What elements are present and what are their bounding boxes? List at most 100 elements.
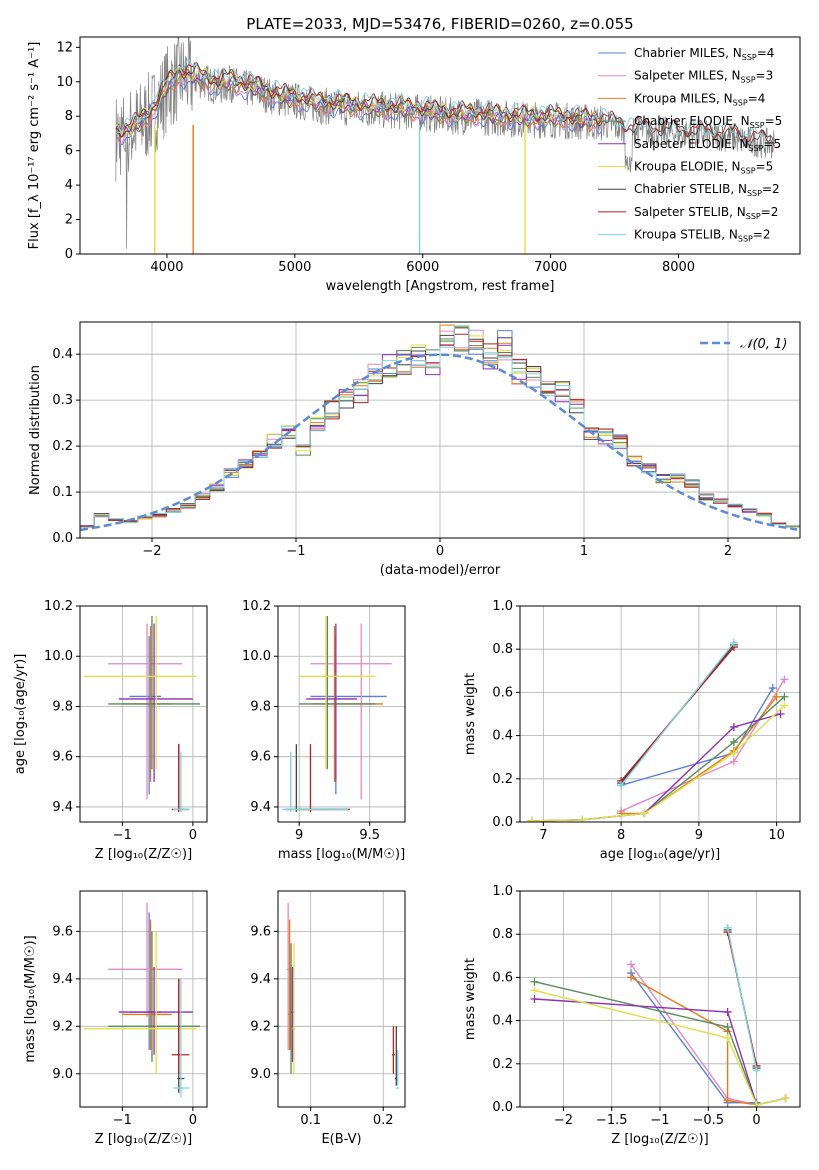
mass-age-frame	[277, 605, 406, 823]
z-mass-xlabel: Z [log₁₀(Z/Z☉)]	[95, 1132, 192, 1147]
spectrum-model-line	[115, 62, 775, 147]
normal-curve	[80, 353, 798, 532]
mass-age-ytick-label: 9.6	[250, 750, 271, 765]
z-weight-marker	[723, 1023, 732, 1032]
histogram-xtick-label: 2	[724, 544, 732, 559]
z-age-ytick-label: 9.6	[52, 750, 73, 765]
spectrum-ytick-label: 12	[56, 40, 73, 55]
z-weight-marker	[723, 923, 732, 932]
z-weight-marker	[752, 1066, 761, 1075]
ebv-mass-ytick-label: 9.6	[250, 924, 271, 939]
z-weight-ytick-label: 0.0	[492, 1100, 513, 1115]
age-weight-xlabel: age [log₁₀(age/yr)]	[600, 847, 721, 862]
histogram-ytick-label: 0.3	[52, 393, 73, 408]
z-weight-xtick-label: 0	[752, 1113, 760, 1128]
age-weight-marker	[617, 781, 626, 790]
age-weight-marker	[578, 815, 587, 822]
z-weight-marker	[723, 1033, 732, 1042]
age-weight-ytick-label: 0.6	[492, 685, 513, 700]
histogram-ylabel: Normed distribution	[28, 365, 43, 495]
spectrum-ylabel: Flux [f_λ 10⁻¹⁷ erg cm⁻² s⁻¹ A⁻¹]	[27, 42, 42, 250]
mass-age-axes: 9 9.5 9.4 9.6 9.8 10.0 10.2 mass [log₁₀(M/M☉)]	[242, 599, 405, 862]
age-weight-marker	[768, 684, 777, 693]
z-weight-line	[534, 989, 786, 1106]
z-weight-xtick-label: −1	[650, 1113, 669, 1128]
z-weight-ytick-label: 0.4	[492, 1014, 513, 1029]
z-weight-line	[630, 963, 757, 1106]
z-weight-ytick-label: 0.6	[492, 970, 513, 985]
mass-age-xtick-label: 9.5	[359, 828, 380, 843]
age-weight-marker	[729, 722, 738, 731]
z-weight-plot-area	[530, 923, 790, 1107]
z-weight-ytick-label: 1.0	[492, 884, 513, 899]
ebv-mass-ytick-label: 9.4	[250, 972, 271, 987]
spectrum-ytick-label: 10	[56, 75, 73, 90]
histogram-step-line	[80, 325, 800, 528]
age-weight-marker	[772, 692, 781, 701]
z-mass-ytick-label: 9.0	[52, 1067, 73, 1082]
histogram-xlabel: (data-model)/error	[380, 563, 501, 578]
legend-entry: Kroupa MILES, NSSP=4	[634, 91, 765, 107]
spectrum-title: PLATE=2033, MJD=53476, FIBERID=0260, z=0…	[246, 15, 633, 33]
z-weight-marker	[627, 973, 636, 982]
histogram-frame	[79, 321, 801, 539]
z-weight-marker	[752, 1100, 761, 1107]
age-weight-marker	[640, 809, 649, 818]
age-weight-marker	[780, 675, 789, 684]
ebv-mass-ytick-label: 9.2	[250, 1019, 271, 1034]
age-weight-ylabel: mass weight	[463, 673, 478, 755]
z-age-plot-area	[83, 616, 200, 812]
z-weight-ytick-label: 0.2	[492, 1057, 513, 1072]
z-age-ytick-label: 9.8	[52, 699, 73, 714]
z-age-ytick-label: 9.4	[52, 800, 73, 815]
z-mass-xtick-label: 0	[189, 1113, 197, 1128]
mass-age-plot-area	[282, 616, 392, 812]
mass-age-xtick-label: 9	[295, 828, 303, 843]
age-weight-line	[531, 704, 785, 822]
histogram-plot-area	[80, 324, 800, 532]
mass-age-ytick-label: 10.2	[242, 599, 271, 614]
spectrum-model-line	[115, 64, 603, 135]
age-weight-ytick-label: 0.4	[492, 729, 513, 744]
spectrum-axes: 4000 5000 6000 7000 8000 0 2 4 6 8 10 12 wavelength …	[27, 40, 695, 294]
age-weight-ytick-label: 0.2	[492, 772, 513, 787]
z-mass-ylabel: mass [log₁₀(M/M☉)]	[23, 935, 38, 1062]
age-weight-xtick-label: 8	[617, 828, 625, 843]
z-age-xlabel: Z [log₁₀(Z/Z☉)]	[95, 847, 192, 862]
spectrum-model-line	[115, 73, 603, 145]
z-age-ytick-label: 10.2	[44, 599, 73, 614]
age-weight-marker	[527, 816, 536, 822]
spectrum-ytick-label: 8	[65, 109, 73, 124]
mass-age-ytick-label: 9.4	[250, 800, 271, 815]
legend-entry: Chabrier STELIB, NSSP=2	[634, 182, 780, 198]
age-weight-line	[620, 679, 785, 812]
z-mass-plot-area	[83, 902, 200, 1098]
histogram-xtick-label: 1	[580, 544, 588, 559]
age-weight-xtick-label: 9	[695, 828, 703, 843]
z-weight-line	[726, 927, 758, 1071]
z-weight-marker	[530, 977, 539, 986]
legend-entry: Chabrier MILES, NSSP=4	[634, 46, 774, 62]
legend-entry: Salpeter ELODIE, NSSP=5	[634, 137, 781, 153]
spectrum-ytick-label: 0	[65, 247, 73, 262]
z-weight-xtick-label: −2	[554, 1113, 573, 1128]
z-age-ylabel: age [log₁₀(age/yr)]	[13, 654, 28, 775]
z-weight-line	[630, 976, 757, 1106]
age-weight-frame	[519, 605, 801, 823]
age-weight-marker	[776, 710, 785, 718]
spectrum-ytick-label: 2	[65, 213, 73, 228]
z-age-ytick-label: 10.0	[44, 649, 73, 664]
age-weight-marker	[729, 757, 738, 766]
z-weight-ytick-label: 0.8	[492, 927, 513, 942]
z-weight-marker	[723, 1007, 732, 1016]
age-weight-ytick-label: 0.8	[492, 642, 513, 657]
z-weight-marker	[781, 1094, 790, 1103]
z-weight-ylabel: mass weight	[463, 958, 478, 1040]
ebv-mass-xtick-label: 0.1	[300, 1113, 321, 1128]
age-weight-ytick-label: 1.0	[492, 599, 513, 614]
histogram-ytick-label: 0.1	[52, 485, 73, 500]
z-weight-marker	[627, 960, 636, 969]
spectrum-ytick-label: 4	[65, 178, 73, 193]
spectrum-xtick-label: 6000	[406, 260, 439, 275]
